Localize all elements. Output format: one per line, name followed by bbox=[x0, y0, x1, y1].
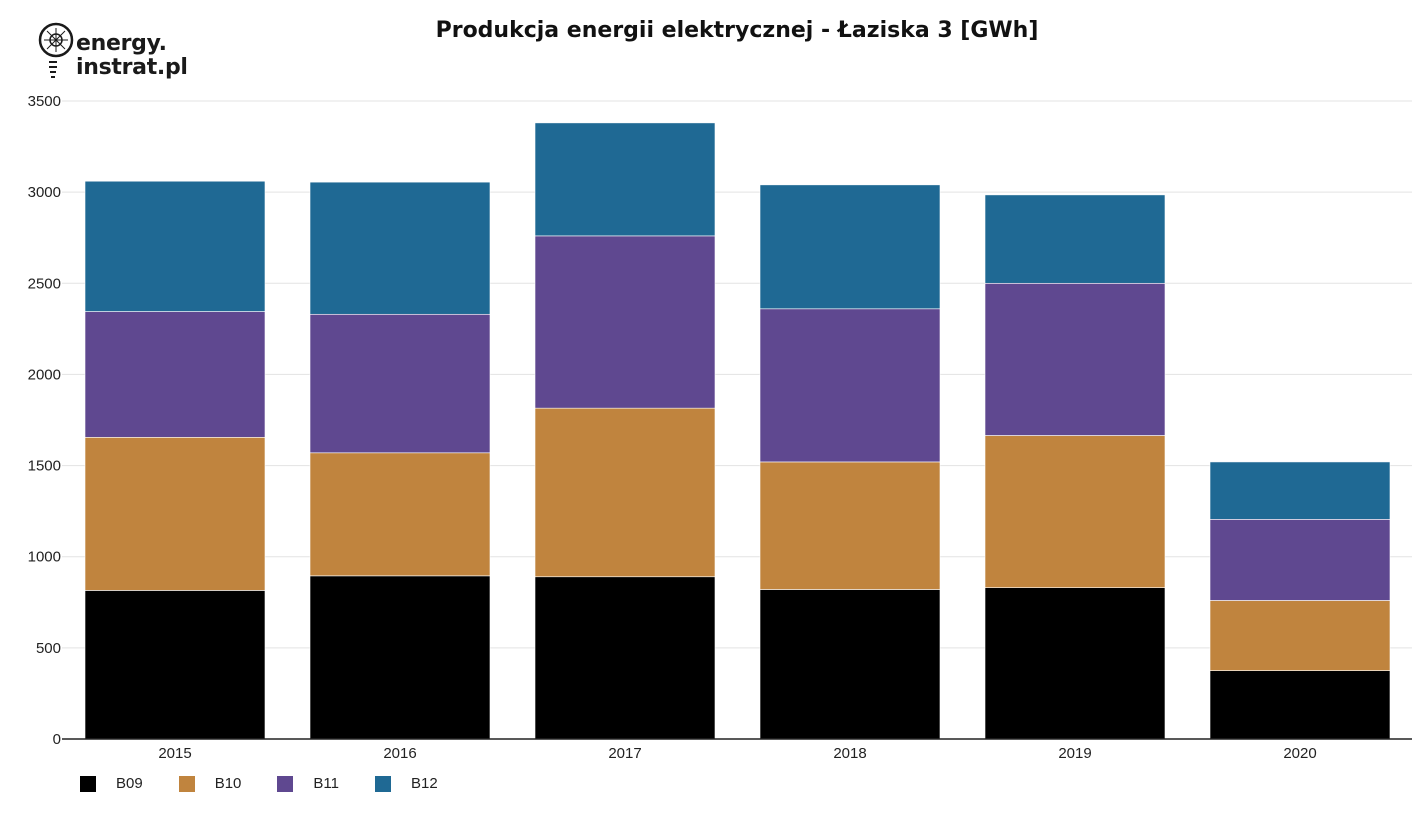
x-tick-label: 2016 bbox=[383, 745, 416, 762]
logo-line-2: instrat.pl bbox=[76, 55, 188, 80]
legend-label: B09 bbox=[116, 775, 143, 792]
bar-segment-b10-2019 bbox=[984, 435, 1166, 589]
legend-swatch bbox=[374, 775, 391, 792]
chart-title: Produkcja energii elektrycznej - Łaziska… bbox=[436, 18, 1039, 43]
bar-segment-b09-2018 bbox=[759, 589, 941, 740]
legend-label: B11 bbox=[313, 775, 339, 792]
bar-segment-b11-2017 bbox=[534, 235, 716, 409]
lightbulb-icon bbox=[38, 22, 74, 78]
legend-label: B12 bbox=[410, 775, 438, 792]
bar-segment-b09-2015 bbox=[84, 590, 266, 740]
y-tick-label: 3000 bbox=[28, 184, 61, 201]
bar-segment-b09-2020 bbox=[1209, 670, 1391, 740]
x-tick-label: 2015 bbox=[158, 745, 191, 762]
legend-label: B10 bbox=[214, 775, 242, 792]
instrat-logo: energy. instrat.pl bbox=[36, 18, 188, 84]
bar-segment-b12-2020 bbox=[1209, 461, 1391, 520]
bar-segment-b10-2020 bbox=[1209, 600, 1391, 671]
legend-swatch bbox=[178, 775, 195, 792]
bar-segment-b11-2015 bbox=[84, 311, 266, 438]
legend: B09 B10 B11 B12 bbox=[80, 775, 474, 792]
bar-segment-b11-2019 bbox=[984, 282, 1166, 436]
legend-swatch bbox=[277, 775, 294, 792]
x-tick-label: 2019 bbox=[1058, 745, 1091, 762]
y-tick-label: 3500 bbox=[28, 93, 61, 110]
bar-segment-b12-2015 bbox=[84, 180, 266, 312]
bar-segment-b10-2016 bbox=[309, 452, 491, 577]
x-tick-label: 2017 bbox=[608, 745, 641, 762]
bar-segment-b11-2016 bbox=[309, 313, 491, 454]
bar-segment-b10-2017 bbox=[534, 407, 716, 578]
y-tick-label: 1000 bbox=[28, 549, 61, 566]
bar-segment-b09-2017 bbox=[534, 576, 716, 740]
y-tick-label: 2500 bbox=[28, 275, 61, 292]
legend-swatch bbox=[80, 775, 96, 792]
y-tick-label: 0 bbox=[53, 731, 61, 748]
x-tick-label: 2018 bbox=[833, 745, 866, 762]
bars bbox=[84, 122, 1391, 740]
gridlines bbox=[62, 100, 1412, 649]
legend-item-b10[interactable]: B10 bbox=[178, 775, 242, 792]
y-tick-label: 1500 bbox=[28, 458, 61, 475]
legend-item-b09[interactable]: B09 bbox=[80, 775, 143, 792]
bar-segment-b10-2018 bbox=[759, 461, 941, 590]
bar-segment-b12-2018 bbox=[759, 184, 941, 310]
bar-segment-b09-2016 bbox=[309, 575, 491, 740]
y-tick-label: 2000 bbox=[28, 366, 61, 383]
bar-segment-b12-2017 bbox=[534, 122, 716, 237]
bar-segment-b12-2019 bbox=[984, 194, 1166, 284]
legend-item-b12[interactable]: B12 bbox=[374, 775, 438, 792]
axes: 0 500 1000 1500 2000 2500 3000 3500 2015 2016 2017… bbox=[28, 93, 1412, 762]
bar-segment-b11-2018 bbox=[759, 308, 941, 463]
x-tick-label: 2020 bbox=[1283, 745, 1316, 762]
bar-segment-b11-2020 bbox=[1209, 519, 1391, 601]
bar-segment-b09-2019 bbox=[984, 587, 1166, 740]
bar-segment-b10-2015 bbox=[84, 437, 266, 591]
bar-segment-b12-2016 bbox=[309, 181, 491, 315]
logo-line-1: energy. bbox=[76, 31, 167, 56]
y-tick-label: 500 bbox=[36, 640, 61, 657]
legend-item-b11[interactable]: B11 bbox=[277, 775, 339, 792]
